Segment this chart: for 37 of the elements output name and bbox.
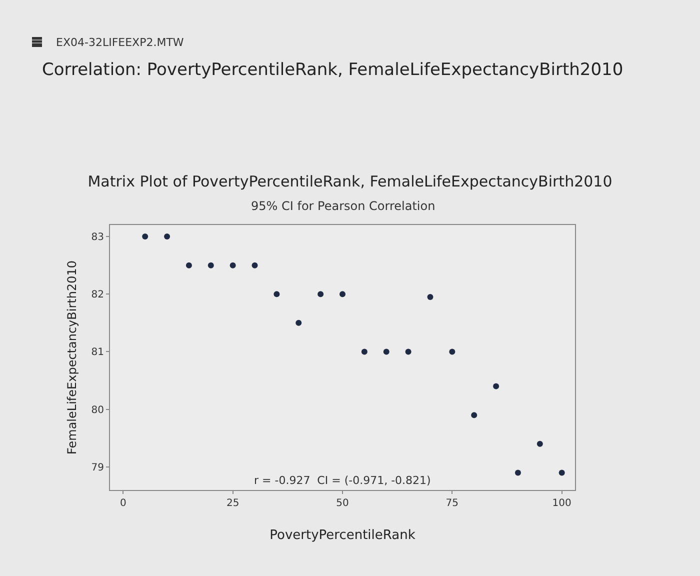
point xyxy=(164,234,170,240)
y-tick-label: 81 xyxy=(91,347,104,358)
x-tick-label: 50 xyxy=(336,498,349,509)
point xyxy=(252,262,258,268)
point xyxy=(493,383,500,390)
x-tick-label: 25 xyxy=(226,498,240,509)
point xyxy=(186,262,192,268)
point xyxy=(274,291,280,298)
y-tick-label: 79 xyxy=(91,462,104,474)
point xyxy=(471,412,478,418)
point xyxy=(383,348,390,355)
point xyxy=(558,470,565,476)
point xyxy=(536,440,543,447)
point xyxy=(427,294,434,300)
y-tick-label: 80 xyxy=(91,404,104,416)
text: Correlation: PovertyPercentileRank, FemaleLifeExpectancyBirth2010 xyxy=(42,60,624,80)
point xyxy=(230,262,236,268)
y-tick-label: 83 xyxy=(91,232,104,244)
point xyxy=(449,348,456,355)
point xyxy=(514,470,521,476)
y-axis-title: FemaleLifeExpectancyBirth2010 xyxy=(65,260,79,455)
x-tick-label: 100 xyxy=(552,498,572,509)
x-tick-label: 75 xyxy=(446,498,459,509)
point xyxy=(361,348,368,355)
point xyxy=(142,234,148,240)
x-axis-title: PovertyPercentileRank xyxy=(270,528,416,543)
chart-title: Matrix Plot of PovertyPercentileRank, FemaleLifeExpectancyBirth2010 xyxy=(88,172,612,191)
point xyxy=(318,291,324,298)
y-tick-label: 82 xyxy=(91,290,104,301)
point xyxy=(405,348,412,355)
x-tick-label: 0 xyxy=(120,498,126,509)
chart-subtitle: 95% CI for Pearson Correlation xyxy=(251,199,436,213)
point xyxy=(208,262,214,268)
point xyxy=(296,320,302,326)
point xyxy=(340,291,346,298)
annotation: r = -0.927 CI = (-0.971, -0.821) xyxy=(254,474,431,487)
text: EX04-32LIFEEXP2.MTW xyxy=(56,36,184,49)
